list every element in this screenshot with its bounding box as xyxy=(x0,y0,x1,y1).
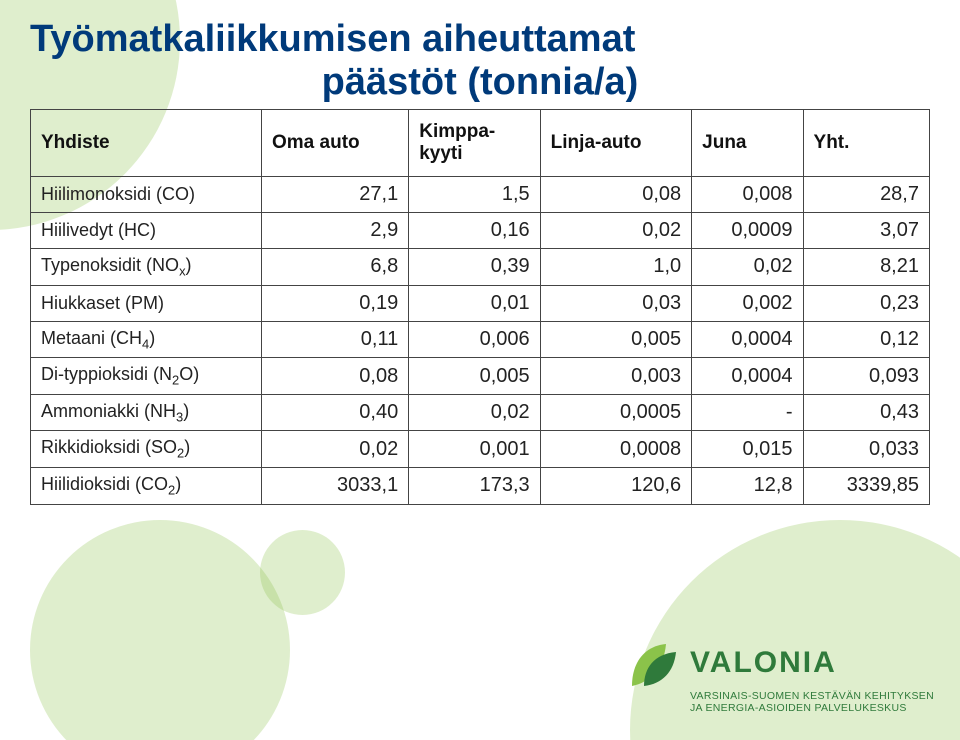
row-cell: 0,093 xyxy=(803,358,929,395)
bg-blob-bottom-left-large xyxy=(30,520,290,740)
logo-brand-text: VALONIA xyxy=(690,646,837,680)
row-cell: 0,19 xyxy=(262,285,409,321)
row-cell: 0,001 xyxy=(409,431,540,468)
row-cell: 27,1 xyxy=(262,177,409,213)
row-cell: 0,01 xyxy=(409,285,540,321)
row-cell: 0,08 xyxy=(540,177,691,213)
row-cell: 0,02 xyxy=(540,213,691,249)
table-row: Typenoksidit (NOx)6,80,391,00,028,21 xyxy=(31,249,930,286)
row-label: Metaani (CH4) xyxy=(31,321,262,358)
valonia-logo: VALONIA VARSINAIS-SUOMEN KESTÄVÄN KEHITY… xyxy=(622,638,934,714)
row-label: Rikkidioksidi (SO2) xyxy=(31,431,262,468)
row-label: Hiilimonoksidi (CO) xyxy=(31,177,262,213)
col-juna: Juna xyxy=(692,110,803,177)
row-cell: 3033,1 xyxy=(262,468,409,505)
row-label: Ammoniakki (NH3) xyxy=(31,394,262,431)
row-cell: 0,005 xyxy=(409,358,540,395)
bg-blob-bottom-left-small xyxy=(260,530,345,615)
row-cell: 0,40 xyxy=(262,394,409,431)
row-cell: 0,11 xyxy=(262,321,409,358)
emissions-table: Yhdiste Oma auto Kimppa-kyyti Linja-auto… xyxy=(30,109,930,505)
title-line1: Työmatkaliikkumisen aiheuttamat xyxy=(30,18,635,60)
table-row: Hiilidioksidi (CO2)3033,1173,3120,612,83… xyxy=(31,468,930,505)
table-header-row: Yhdiste Oma auto Kimppa-kyyti Linja-auto… xyxy=(31,110,930,177)
row-cell: 6,8 xyxy=(262,249,409,286)
table-row: Rikkidioksidi (SO2)0,020,0010,00080,0150… xyxy=(31,431,930,468)
row-cell: 0,033 xyxy=(803,431,929,468)
row-cell: 0,02 xyxy=(409,394,540,431)
table-row: Ammoniakki (NH3)0,400,020,0005-0,43 xyxy=(31,394,930,431)
row-cell: 1,0 xyxy=(540,249,691,286)
row-cell: 0,23 xyxy=(803,285,929,321)
row-cell: - xyxy=(692,394,803,431)
table-row: Di-typpioksidi (N2O)0,080,0050,0030,0004… xyxy=(31,358,930,395)
row-cell: 8,21 xyxy=(803,249,929,286)
row-cell: 0,002 xyxy=(692,285,803,321)
row-cell: 120,6 xyxy=(540,468,691,505)
col-linja-auto: Linja-auto xyxy=(540,110,691,177)
row-cell: 1,5 xyxy=(409,177,540,213)
row-cell: 2,9 xyxy=(262,213,409,249)
row-label: Hiilidioksidi (CO2) xyxy=(31,468,262,505)
row-cell: 0,0005 xyxy=(540,394,691,431)
page-title: Työmatkaliikkumisen aiheuttamat päästöt … xyxy=(30,18,930,103)
row-cell: 173,3 xyxy=(409,468,540,505)
row-cell: 0,08 xyxy=(262,358,409,395)
row-cell: 0,015 xyxy=(692,431,803,468)
row-cell: 0,12 xyxy=(803,321,929,358)
row-cell: 0,02 xyxy=(262,431,409,468)
row-cell: 0,0004 xyxy=(692,358,803,395)
row-cell: 0,008 xyxy=(692,177,803,213)
col-kimppakyyti: Kimppa-kyyti xyxy=(409,110,540,177)
row-cell: 0,005 xyxy=(540,321,691,358)
table-row: Hiilimonoksidi (CO)27,11,50,080,00828,7 xyxy=(31,177,930,213)
title-line2: päästöt (tonnia/a) xyxy=(30,61,930,104)
row-cell: 3,07 xyxy=(803,213,929,249)
table-row: Hiilivedyt (HC)2,90,160,020,00093,07 xyxy=(31,213,930,249)
logo-subline: VARSINAIS-SUOMEN KESTÄVÄN KEHITYKSEN JA … xyxy=(690,690,934,714)
row-cell: 3339,85 xyxy=(803,468,929,505)
table-row: Hiukkaset (PM)0,190,010,030,0020,23 xyxy=(31,285,930,321)
row-cell: 0,0008 xyxy=(540,431,691,468)
row-label: Di-typpioksidi (N2O) xyxy=(31,358,262,395)
row-cell: 0,03 xyxy=(540,285,691,321)
table-row: Metaani (CH4)0,110,0060,0050,00040,12 xyxy=(31,321,930,358)
row-label: Hiukkaset (PM) xyxy=(31,285,262,321)
row-cell: 0,16 xyxy=(409,213,540,249)
row-label: Typenoksidit (NOx) xyxy=(31,249,262,286)
row-cell: 0,003 xyxy=(540,358,691,395)
row-cell: 0,0004 xyxy=(692,321,803,358)
row-cell: 0,39 xyxy=(409,249,540,286)
row-cell: 28,7 xyxy=(803,177,929,213)
col-kimppakyyti-text: Kimppa-kyyti xyxy=(419,121,495,164)
row-cell: 12,8 xyxy=(692,468,803,505)
row-cell: 0,02 xyxy=(692,249,803,286)
col-yhdiste: Yhdiste xyxy=(31,110,262,177)
row-cell: 0,43 xyxy=(803,394,929,431)
table-body: Hiilimonoksidi (CO)27,11,50,080,00828,7H… xyxy=(31,177,930,505)
col-oma-auto: Oma auto xyxy=(262,110,409,177)
row-cell: 0,006 xyxy=(409,321,540,358)
leaf-icon xyxy=(622,638,680,688)
col-yht: Yht. xyxy=(803,110,929,177)
row-label: Hiilivedyt (HC) xyxy=(31,213,262,249)
row-cell: 0,0009 xyxy=(692,213,803,249)
